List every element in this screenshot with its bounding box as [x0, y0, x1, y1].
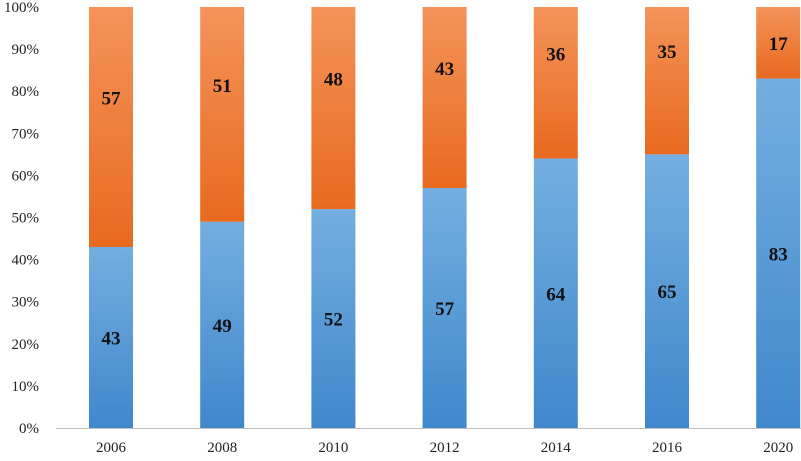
data-label: 65	[658, 282, 677, 303]
data-label: 35	[658, 42, 677, 63]
data-label: 83	[769, 244, 788, 265]
x-tick-label: 2016	[652, 440, 683, 456]
y-tick-label: 30%	[12, 295, 40, 311]
bar-segment-upper	[422, 7, 467, 189]
bar-segment-upper	[645, 7, 689, 155]
data-label: 51	[213, 76, 232, 97]
x-tick-label: 2006	[96, 440, 127, 456]
x-tick-label: 2020	[763, 440, 793, 456]
data-label: 64	[546, 284, 566, 305]
bar-segment-upper	[200, 7, 245, 222]
x-tick-label: 2010	[318, 440, 348, 456]
x-axis: 2006 2008 2010 2012 2014 2016 2020	[56, 428, 801, 456]
bar-segment-lower	[422, 188, 467, 428]
y-tick-label: 10%	[12, 379, 40, 395]
bar-segment-upper	[533, 7, 578, 159]
data-label: 48	[324, 70, 343, 91]
y-tick-label: 50%	[12, 211, 40, 227]
bar-segment-lower	[645, 154, 689, 428]
bar-segment-upper	[756, 7, 801, 79]
data-label: 36	[546, 44, 565, 65]
x-tick-label: 2008	[207, 440, 237, 456]
y-tick-label: 80%	[12, 84, 40, 100]
bar-segment-lower	[89, 246, 133, 428]
bar-segment-lower	[756, 78, 801, 428]
data-label: 57	[435, 299, 455, 320]
bar-segment-upper	[311, 7, 356, 210]
bar-segment-lower	[200, 221, 245, 428]
y-axis: 0% 10% 20% 30% 40% 50% 60% 70% 80% 90% 100%	[4, 0, 39, 437]
bar-segment-lower	[311, 209, 356, 428]
data-label: 43	[435, 59, 454, 80]
y-tick-label: 20%	[12, 337, 40, 353]
data-label: 17	[769, 34, 789, 55]
y-tick-label: 90%	[12, 42, 40, 58]
x-tick-label: 2014	[541, 440, 572, 456]
bars: 43 57 49 51 52 48 57 43 64 36 65 35 83 17	[89, 7, 801, 428]
y-tick-label: 60%	[12, 168, 40, 184]
y-tick-label: 100%	[4, 0, 39, 16]
y-tick-label: 70%	[12, 126, 40, 142]
x-tick-label: 2012	[430, 440, 460, 456]
bar-segment-upper	[89, 7, 133, 247]
data-label: 57	[102, 89, 122, 110]
data-label: 52	[324, 310, 343, 331]
data-label: 49	[213, 316, 232, 337]
y-tick-label: 40%	[12, 253, 40, 269]
y-tick-label: 0%	[19, 421, 39, 437]
data-label: 43	[102, 328, 121, 349]
bar-segment-lower	[533, 158, 578, 428]
